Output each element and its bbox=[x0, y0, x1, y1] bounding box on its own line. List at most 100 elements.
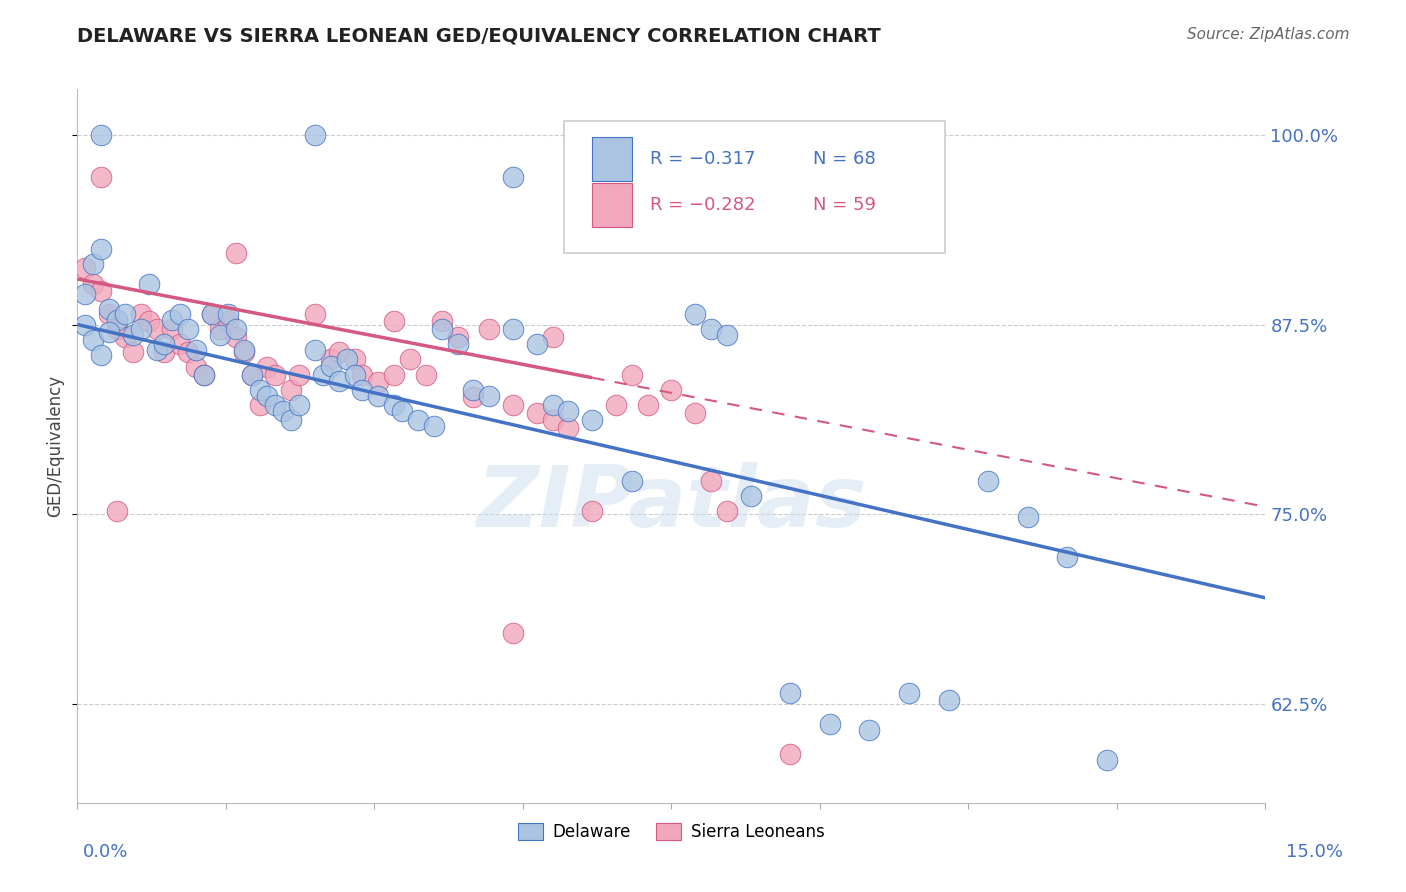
Point bbox=[193, 368, 215, 382]
Point bbox=[740, 216, 762, 230]
Point bbox=[382, 398, 405, 412]
FancyBboxPatch shape bbox=[592, 137, 633, 180]
Point bbox=[716, 504, 738, 518]
Point bbox=[121, 344, 143, 359]
Point bbox=[557, 421, 579, 435]
Point bbox=[82, 333, 104, 347]
Point bbox=[463, 383, 485, 397]
Point bbox=[162, 313, 184, 327]
Point bbox=[153, 337, 176, 351]
Y-axis label: GED/Equivalency: GED/Equivalency bbox=[46, 375, 65, 517]
Point bbox=[75, 261, 97, 276]
Point bbox=[620, 368, 643, 382]
Point bbox=[683, 307, 706, 321]
Point bbox=[208, 328, 231, 343]
Point bbox=[415, 368, 437, 382]
Point bbox=[217, 314, 239, 328]
Text: N = 68: N = 68 bbox=[813, 150, 876, 168]
Point bbox=[779, 747, 801, 762]
Point bbox=[82, 257, 104, 271]
Text: 15.0%: 15.0% bbox=[1286, 843, 1343, 861]
Point bbox=[367, 376, 389, 390]
Point bbox=[240, 368, 263, 382]
Point bbox=[145, 322, 167, 336]
Point bbox=[98, 307, 121, 321]
Point bbox=[138, 277, 160, 291]
Point bbox=[581, 413, 603, 427]
Point bbox=[541, 413, 564, 427]
Point bbox=[328, 374, 350, 388]
Point bbox=[217, 307, 239, 321]
Point bbox=[138, 314, 160, 328]
Point bbox=[661, 383, 683, 397]
Point bbox=[280, 383, 302, 397]
Point bbox=[319, 352, 342, 367]
Text: ZIPatlas: ZIPatlas bbox=[477, 461, 866, 545]
Point bbox=[240, 368, 263, 382]
Point bbox=[75, 287, 97, 301]
Point bbox=[304, 343, 326, 358]
Point bbox=[740, 489, 762, 503]
Text: R = −0.282: R = −0.282 bbox=[650, 196, 755, 214]
Point bbox=[208, 322, 231, 336]
Point bbox=[367, 389, 389, 403]
Point bbox=[201, 307, 224, 321]
Point bbox=[1095, 753, 1118, 767]
Point bbox=[145, 343, 167, 358]
Point bbox=[423, 419, 446, 434]
Point bbox=[661, 186, 683, 200]
Point bbox=[328, 344, 350, 359]
Point bbox=[620, 474, 643, 488]
Point bbox=[526, 406, 548, 420]
Point bbox=[201, 307, 224, 321]
Point bbox=[700, 322, 723, 336]
Point bbox=[304, 307, 326, 321]
Point bbox=[114, 307, 136, 321]
Point bbox=[430, 322, 453, 336]
Point bbox=[581, 504, 603, 518]
Point bbox=[938, 692, 960, 706]
Point bbox=[502, 170, 524, 185]
Point bbox=[700, 474, 723, 488]
Point bbox=[271, 404, 294, 418]
Text: DELAWARE VS SIERRA LEONEAN GED/EQUIVALENCY CORRELATION CHART: DELAWARE VS SIERRA LEONEAN GED/EQUIVALEN… bbox=[77, 27, 882, 45]
Point bbox=[312, 368, 335, 382]
Point bbox=[162, 322, 184, 336]
Point bbox=[249, 383, 271, 397]
Point bbox=[502, 398, 524, 412]
Point bbox=[82, 277, 104, 291]
Point bbox=[1017, 510, 1039, 524]
Point bbox=[977, 474, 1000, 488]
Point bbox=[382, 314, 405, 328]
Point bbox=[169, 307, 191, 321]
Point bbox=[264, 368, 287, 382]
Point bbox=[526, 337, 548, 351]
Point bbox=[541, 329, 564, 343]
Point bbox=[304, 128, 326, 142]
Point bbox=[90, 170, 112, 185]
Text: Source: ZipAtlas.com: Source: ZipAtlas.com bbox=[1187, 27, 1350, 42]
Text: R = −0.317: R = −0.317 bbox=[650, 150, 755, 168]
Point bbox=[637, 398, 659, 412]
Point bbox=[98, 302, 121, 317]
Point bbox=[121, 328, 143, 343]
Point bbox=[105, 504, 128, 518]
FancyBboxPatch shape bbox=[564, 121, 945, 253]
Point bbox=[186, 359, 208, 374]
Point bbox=[478, 322, 501, 336]
Point bbox=[90, 284, 112, 298]
Text: N = 59: N = 59 bbox=[813, 196, 876, 214]
Point bbox=[249, 398, 271, 412]
Point bbox=[858, 723, 880, 737]
FancyBboxPatch shape bbox=[592, 184, 633, 227]
Point bbox=[114, 329, 136, 343]
Point bbox=[90, 242, 112, 256]
Point bbox=[683, 406, 706, 420]
Point bbox=[264, 398, 287, 412]
Point bbox=[446, 329, 468, 343]
Point bbox=[129, 307, 152, 321]
Point bbox=[288, 398, 311, 412]
Point bbox=[288, 368, 311, 382]
Point bbox=[225, 329, 247, 343]
Point bbox=[177, 344, 200, 359]
